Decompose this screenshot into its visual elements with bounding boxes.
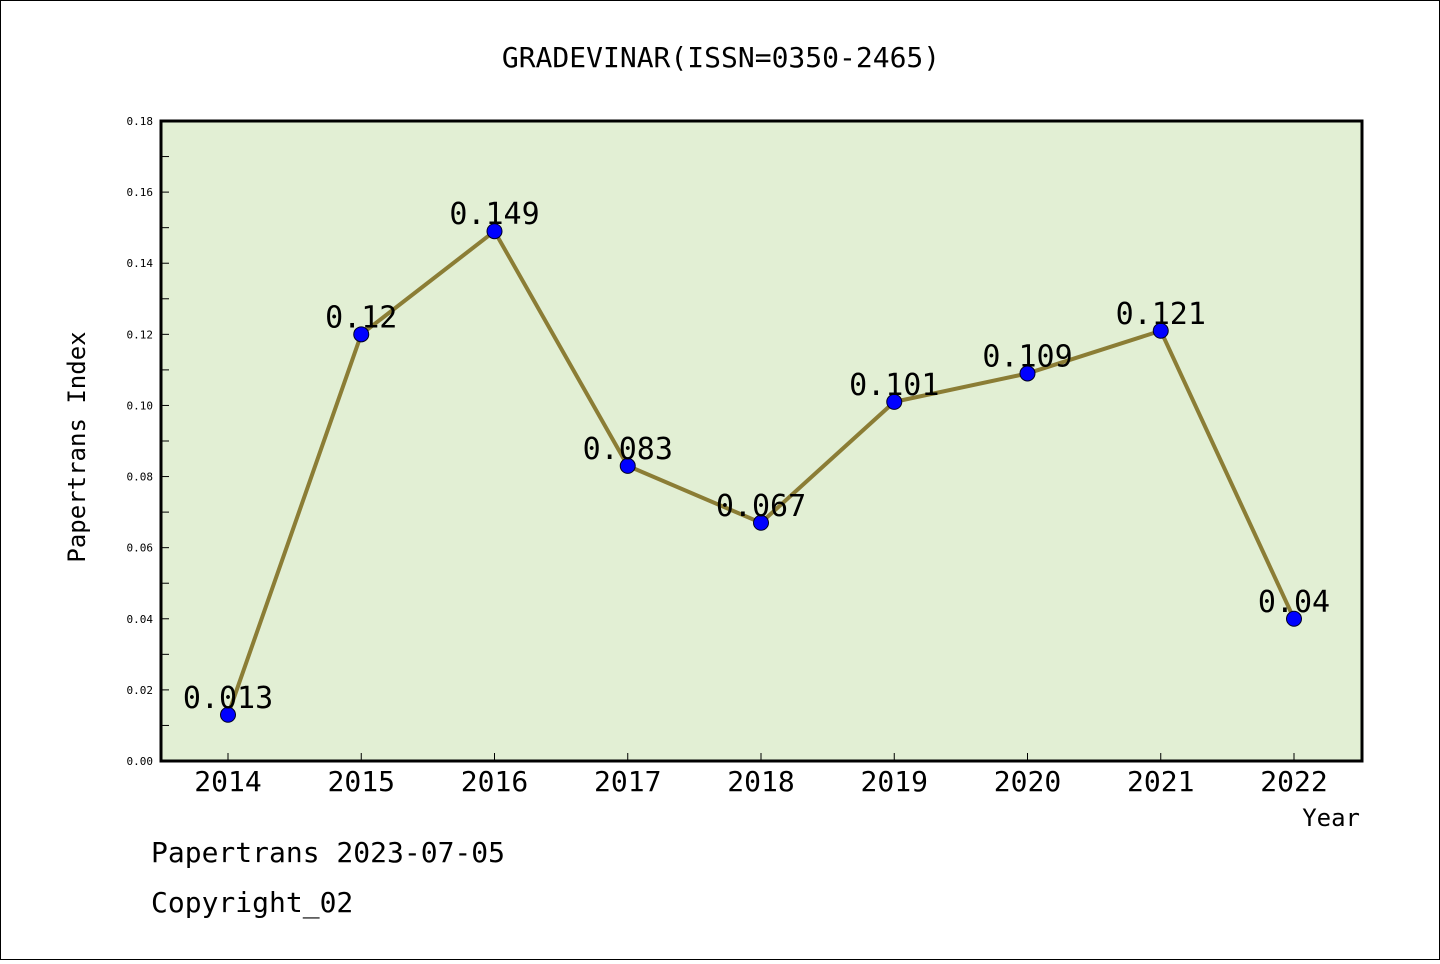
y-tick-label: 0.04 <box>127 613 154 626</box>
x-axis: 2014 2015 2016 2017 2018 2019 2020 2021 2022 <box>194 753 1328 798</box>
y-tick-label: 0.00 <box>127 755 154 768</box>
y-tick-label: 0.08 <box>127 471 154 484</box>
x-tick-label: 2017 <box>594 765 661 798</box>
x-tick-label: 2015 <box>328 765 395 798</box>
x-tick-label: 2019 <box>861 765 928 798</box>
data-label: 0.067 <box>716 489 806 524</box>
x-tick-label: 2021 <box>1127 765 1194 798</box>
data-point <box>886 393 903 410</box>
data-label: 0.149 <box>449 197 539 232</box>
data-label: 0.12 <box>325 300 397 335</box>
y-tick-label: 0.06 <box>127 542 154 555</box>
y-tick-label: 0.10 <box>127 399 154 412</box>
data-label: 0.013 <box>183 681 273 716</box>
x-tick-label: 2016 <box>461 765 528 798</box>
chart-title: GRADEVINAR(ISSN=0350-2465) <box>502 41 940 74</box>
data-point <box>619 457 636 474</box>
data-point <box>486 223 503 240</box>
data-label: 0.121 <box>1116 297 1206 332</box>
data-label: 0.083 <box>583 432 673 467</box>
data-label: 0.109 <box>982 339 1072 374</box>
data-label: 0.04 <box>1258 585 1330 620</box>
y-axis-label: Papertrans Index <box>63 331 91 562</box>
y-tick-label: 0.16 <box>127 186 154 199</box>
data-point <box>1152 322 1169 339</box>
y-tick-label: 0.02 <box>127 684 154 697</box>
plot-area <box>159 119 1364 763</box>
data-label: 0.101 <box>849 368 939 403</box>
data-point <box>1019 365 1036 382</box>
y-tick-label: 0.18 <box>127 115 154 128</box>
x-tick-label: 2014 <box>194 765 261 798</box>
footer-date: Papertrans 2023-07-05 <box>151 836 506 869</box>
y-axis: 0.00 0.02 0.04 0.06 0.08 0.10 0.12 0.14 0.16 0.18 <box>127 115 169 768</box>
x-tick-label: 2022 <box>1260 765 1327 798</box>
x-tick-label: 2018 <box>727 765 794 798</box>
data-point <box>753 514 769 531</box>
data-point <box>220 706 236 723</box>
data-point <box>1286 610 1302 627</box>
x-axis-label: Year <box>1302 804 1360 832</box>
data-point <box>353 326 370 343</box>
footer-copyright: Copyright_02 <box>151 886 354 919</box>
x-tick-label: 2020 <box>994 765 1061 798</box>
y-tick-label: 0.12 <box>127 328 154 341</box>
y-tick-label: 0.14 <box>127 257 154 270</box>
series-layer: 0.013 0.12 0.149 0.083 0.067 0.101 0.109 0.121 0… <box>183 197 1330 723</box>
